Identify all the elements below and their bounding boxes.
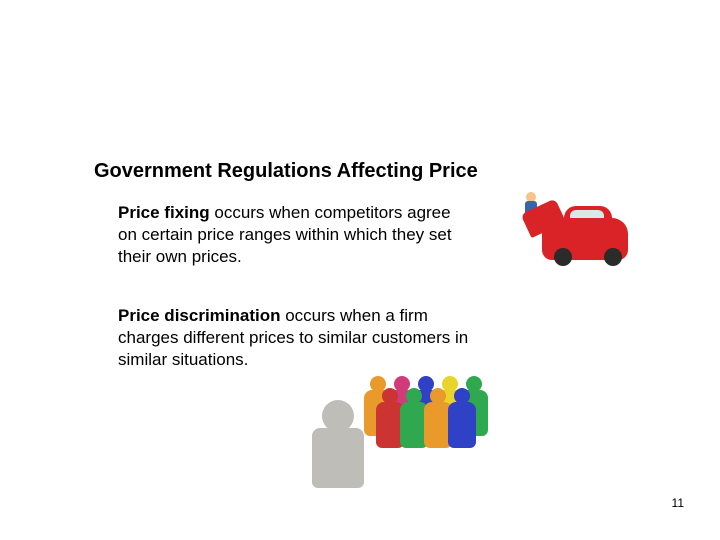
paragraph-price-discrimination: Price discrimination occurs when a firm …	[118, 305, 470, 370]
slide: Government Regulations Affecting Price P…	[0, 0, 720, 540]
page-number: 11	[672, 496, 684, 510]
people-group-icon	[292, 370, 492, 500]
car-mechanic-icon	[520, 190, 640, 268]
paragraph-price-fixing: Price fixing occurs when competitors agr…	[118, 202, 470, 267]
slide-title: Government Regulations Affecting Price	[94, 160, 478, 183]
term-price-fixing: Price fixing	[118, 203, 210, 222]
term-price-discrimination: Price discrimination	[118, 306, 281, 325]
